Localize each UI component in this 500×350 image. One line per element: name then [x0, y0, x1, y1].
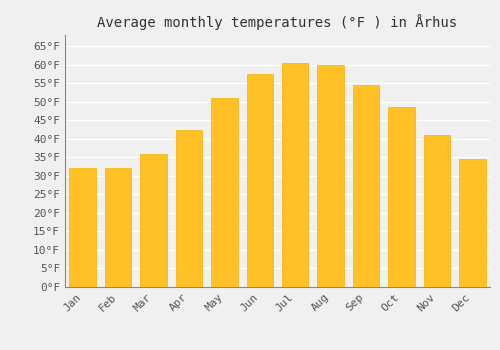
- Bar: [140, 154, 167, 287]
- Bar: [318, 65, 344, 287]
- Bar: [246, 74, 273, 287]
- Bar: [388, 107, 414, 287]
- Bar: [282, 63, 308, 287]
- Bar: [105, 168, 132, 287]
- Bar: [424, 135, 450, 287]
- Bar: [70, 168, 96, 287]
- Bar: [353, 85, 380, 287]
- Bar: [176, 130, 202, 287]
- Bar: [211, 98, 238, 287]
- Bar: [459, 159, 485, 287]
- Title: Average monthly temperatures (°F ) in Århus: Average monthly temperatures (°F ) in År…: [98, 14, 458, 30]
